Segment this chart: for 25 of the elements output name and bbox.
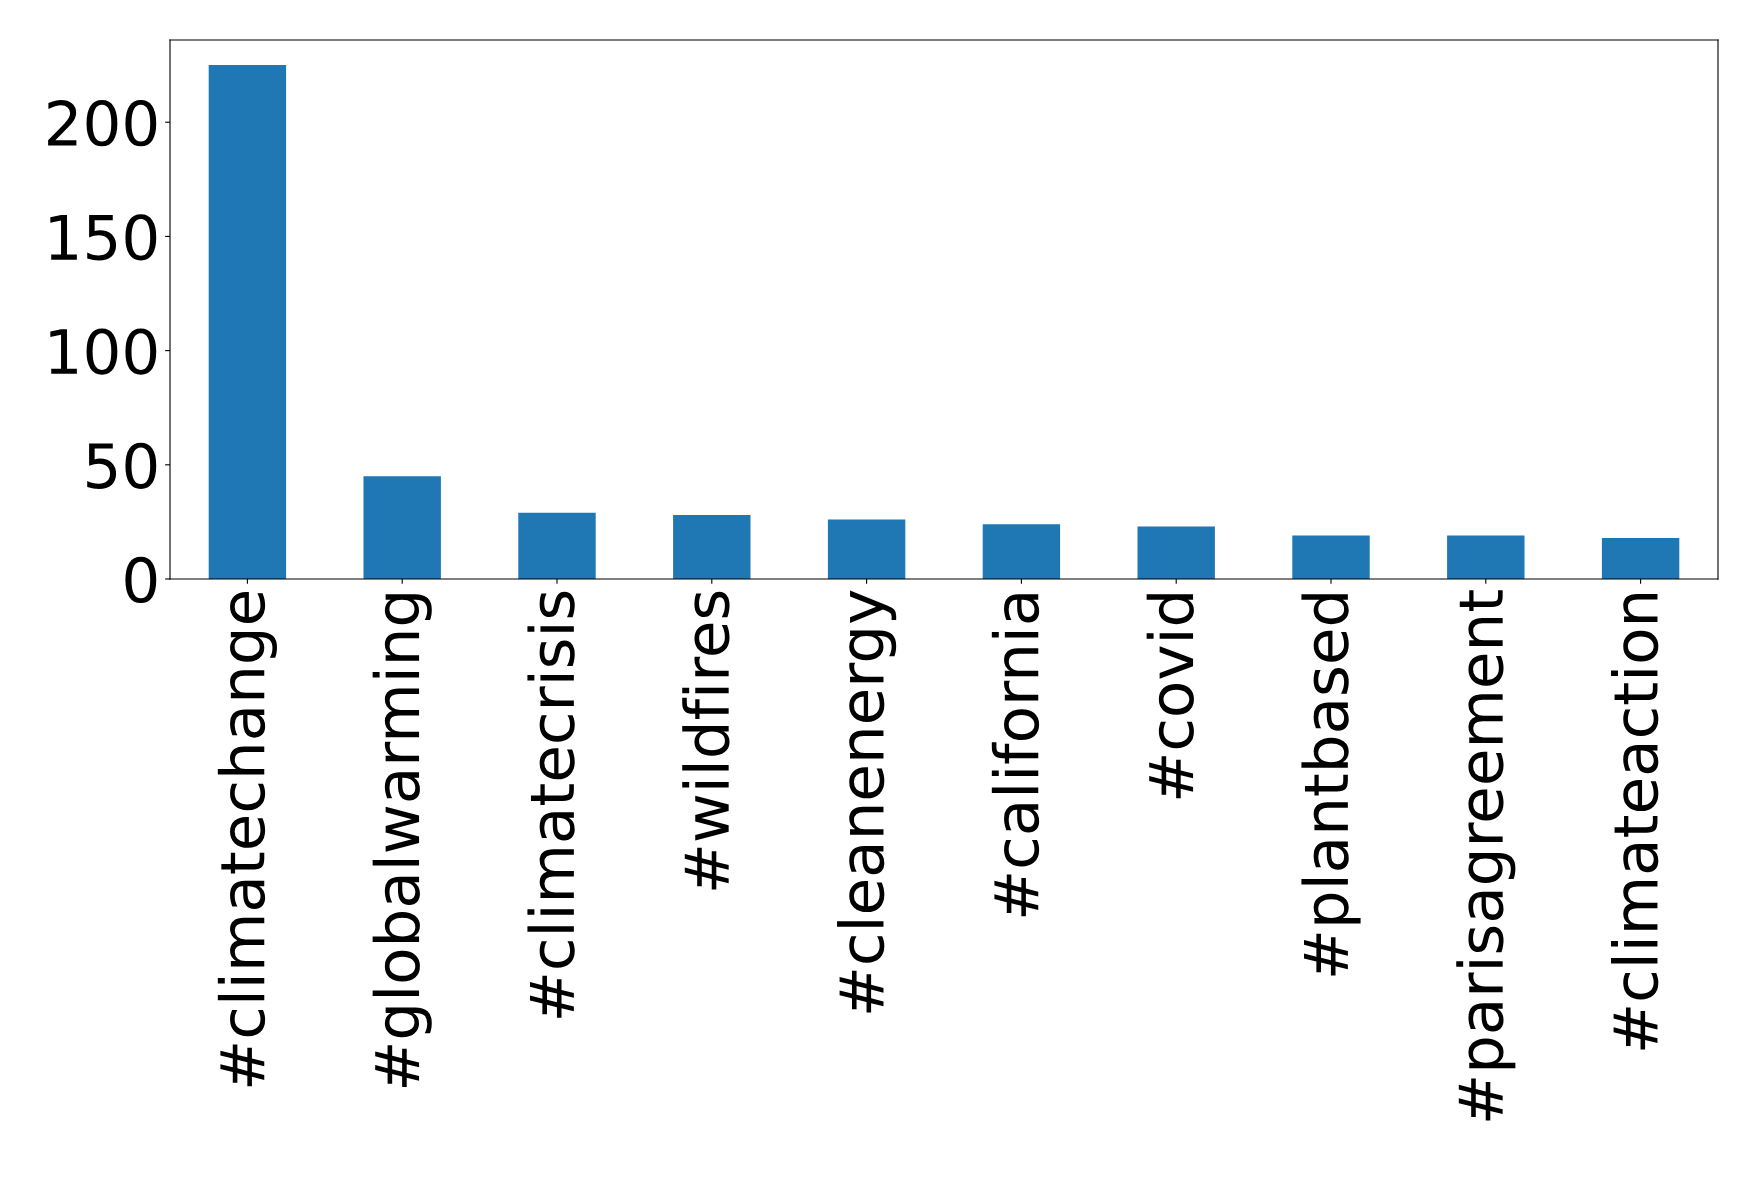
x-tick-label: #cleanenergy [837, 590, 897, 1013]
bar [1601, 537, 1680, 579]
x-tick-label: #covid [1146, 594, 1194, 799]
x-tick-label: #wildfires [682, 591, 730, 890]
x-tick-label: #climatechange [217, 591, 277, 1087]
y-tick-label: 100 [50, 328, 157, 375]
x-tick-label: #climatecrisis [527, 591, 575, 1018]
x-tick-label: #globalwarming [372, 594, 432, 1088]
x-tick-label: #california [991, 594, 1040, 917]
bar [208, 65, 287, 579]
bar [673, 515, 751, 579]
bar [1447, 535, 1525, 579]
bar [827, 519, 906, 579]
y-tick-label: 200 [48, 100, 157, 147]
bar [982, 524, 1061, 579]
x-tick-label: #climateaction [1611, 593, 1659, 1050]
bar [518, 512, 596, 579]
bar [1137, 526, 1215, 579]
bar [1292, 535, 1370, 579]
y-tick-label: 0 [125, 556, 157, 604]
bar [363, 476, 441, 579]
y-tick-label: 50 [87, 442, 157, 489]
x-tick-label: #plantbased [1301, 594, 1361, 976]
y-tick-label: 150 [50, 214, 157, 261]
x-tick-label: #parisagreement [1456, 590, 1516, 1121]
